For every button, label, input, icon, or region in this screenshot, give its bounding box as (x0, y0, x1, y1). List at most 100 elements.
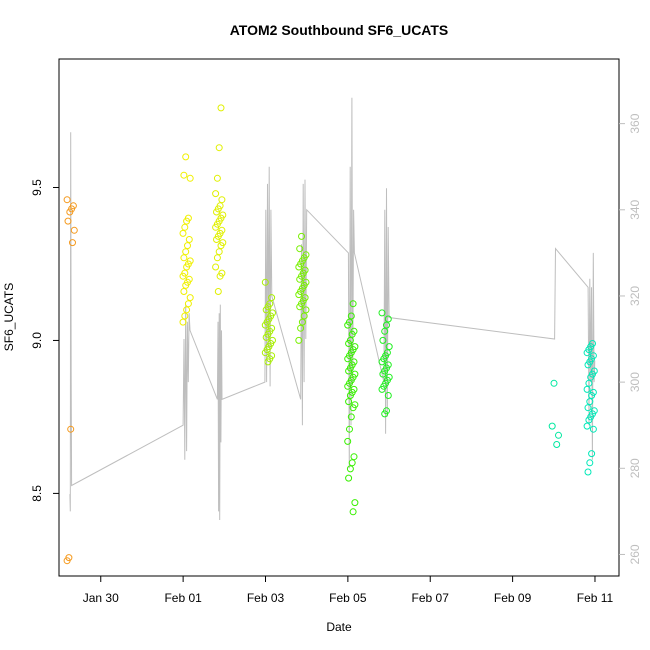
data-point (384, 392, 392, 399)
data-point (385, 343, 393, 351)
data-point (588, 392, 596, 399)
right-tick-label: 320 (628, 286, 642, 306)
data-point (378, 358, 386, 366)
data-point (268, 294, 276, 302)
data-point (381, 410, 389, 418)
data-point (63, 196, 71, 204)
data-point (295, 263, 303, 271)
gray-series-line (69, 97, 596, 521)
x-tick-label: Feb 11 (577, 591, 614, 605)
right-tick-label: 300 (628, 372, 642, 392)
right-tick-label: 280 (628, 458, 642, 478)
data-point (217, 104, 225, 112)
data-point (344, 355, 352, 363)
data-point (181, 223, 189, 231)
right-tick-label: 340 (628, 199, 642, 219)
data-point (583, 385, 591, 393)
data-point (348, 330, 356, 338)
data-point (347, 413, 355, 421)
data-point (64, 217, 72, 225)
data-point (213, 208, 220, 216)
x-tick-label: Feb 05 (329, 591, 367, 605)
data-point (213, 236, 220, 243)
right-axis: 260 280 300 320 340 360 (619, 113, 642, 564)
x-tick-label: Feb 01 (164, 591, 202, 605)
data-point (588, 450, 596, 458)
data-point (585, 379, 593, 387)
data-point (184, 242, 191, 250)
y-tick-label: 8.5 (30, 485, 44, 502)
x-tick-label: Feb 07 (412, 591, 450, 605)
data-point (214, 288, 222, 295)
y-tick-label: 9.5 (30, 179, 44, 196)
data-point (346, 425, 353, 433)
data-point (300, 312, 308, 320)
data-point (261, 278, 269, 286)
points-layer (63, 104, 598, 565)
data-point (345, 340, 353, 347)
data-point (350, 453, 358, 461)
x-tick-label: Jan 30 (83, 591, 119, 605)
data-point (179, 272, 187, 280)
data-point (298, 232, 305, 240)
data-point (349, 508, 357, 516)
data-point (555, 431, 562, 439)
data-point (213, 174, 221, 182)
x-tick-label: Feb 09 (494, 591, 532, 605)
data-point (296, 275, 304, 283)
data-point (180, 288, 188, 295)
x-axis: Jan 30 Feb 01 Feb 03 Feb 05 Feb 07 Feb 09 Feb … (83, 576, 614, 605)
data-point (212, 223, 220, 231)
data-point (261, 321, 269, 329)
data-point (215, 248, 223, 256)
right-tick-label: 260 (628, 544, 642, 564)
data-point (69, 239, 76, 247)
data-point (297, 324, 305, 332)
data-point (63, 557, 71, 565)
data-point (587, 373, 595, 381)
data-point (295, 336, 303, 344)
data-point (218, 196, 226, 204)
data-point (185, 236, 193, 243)
data-point (180, 254, 188, 262)
data-point (186, 294, 194, 302)
data-point (264, 358, 272, 366)
data-point (347, 312, 355, 320)
data-point (295, 291, 303, 299)
data-point (584, 404, 592, 412)
plot-frame (58, 58, 620, 577)
data-point (550, 379, 558, 387)
data-point (296, 245, 304, 253)
data-point (181, 312, 189, 320)
y-axis-label: SF6_UCATS (2, 283, 16, 351)
data-point (379, 370, 387, 378)
x-tick-label: Feb 03 (247, 591, 285, 605)
data-point (66, 208, 74, 216)
data-point (345, 474, 353, 482)
data-point (186, 174, 194, 182)
x-axis-label: Date (326, 620, 352, 634)
data-point (298, 318, 306, 326)
data-point (346, 392, 354, 399)
data-point (584, 361, 592, 369)
data-point (183, 306, 191, 314)
data-point (586, 398, 594, 406)
data-point (296, 303, 304, 311)
data-point (548, 422, 556, 430)
data-point (553, 441, 561, 448)
data-point (378, 385, 386, 393)
data-point (184, 300, 192, 308)
data-point (344, 437, 352, 445)
data-point (349, 404, 357, 412)
data-point (585, 416, 593, 424)
right-tick-label: 360 (628, 113, 642, 133)
data-point (182, 281, 190, 289)
y-axis: 8.5 9.0 9.5 (30, 179, 59, 502)
data-point (212, 190, 220, 198)
data-point (182, 153, 190, 161)
data-point (179, 318, 187, 326)
data-point (384, 315, 392, 323)
data-point (345, 367, 353, 375)
data-point (586, 459, 594, 467)
data-point (262, 306, 270, 314)
